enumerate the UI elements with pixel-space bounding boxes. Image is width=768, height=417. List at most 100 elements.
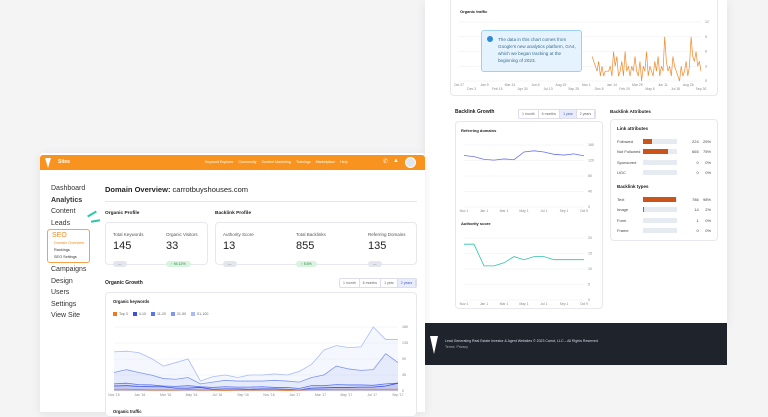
sidebar-subitem-seo-settings[interactable]: SEO Settings <box>54 255 77 259</box>
sidebar-item-seo[interactable]: SEO <box>52 232 67 239</box>
sidebar-item-content[interactable]: Content <box>51 208 76 215</box>
brand-name[interactable]: Sites <box>58 159 70 165</box>
attribute-count: 665 <box>692 149 699 155</box>
range-1-year[interactable]: 1 year <box>381 279 398 287</box>
attribute-name: Frame <box>617 228 629 234</box>
legend-item[interactable]: 11-20 <box>151 312 166 316</box>
sidebar: Dashboard Analytics Content Leads SEO Domai… <box>47 185 90 324</box>
range-6-months[interactable]: 6 months <box>360 279 382 287</box>
range-1-month[interactable]: 1 month <box>340 279 360 287</box>
y-tick-label: 135 <box>402 341 408 345</box>
stat-label: Organic Visitors <box>166 232 198 237</box>
attribute-percent: 0% <box>705 228 711 234</box>
attribute-name: Text <box>617 196 625 202</box>
legend-item[interactable]: Top 3 <box>113 312 128 316</box>
nav-link-keyword-explorer[interactable]: Keyword Explorer <box>205 160 234 164</box>
nav-link-content-marketing[interactable]: Content Marketing <box>261 160 291 164</box>
attribute-percent: 0% <box>705 159 711 165</box>
x-tick-label: Mar 24 <box>505 83 516 87</box>
x-tick-label: May 5 <box>645 87 654 91</box>
y-tick-label: 0 <box>588 205 590 209</box>
legend-label: Top 3 <box>119 312 128 316</box>
series-line-top-3 <box>114 388 398 391</box>
y-tick-label: 160 <box>588 143 594 147</box>
sidebar-item-campaigns[interactable]: Campaigns <box>51 266 87 273</box>
stat-label: Referring Domains <box>368 232 406 237</box>
range-2-years[interactable]: 2 years <box>397 279 417 287</box>
x-tick-label: Mar '17 <box>315 393 326 397</box>
attribute-name: Followed <box>617 138 634 144</box>
x-tick-label: Nov '16 <box>263 393 275 397</box>
y-tick-label: 80 <box>588 174 592 178</box>
stat-label: Total Backlinks <box>296 232 326 237</box>
attribute-bar <box>643 217 677 223</box>
x-tick-label: Jan 9 <box>480 83 488 87</box>
authority-score-chart: 0 5 10 15 20 Nov 1 Jan 1 Mar 1 May 1 Jul 1 Sep 1 Oc… <box>460 236 592 306</box>
range-6-months[interactable]: 6 months <box>539 110 561 118</box>
attribute-row: Not Followed 665 75% <box>617 147 711 158</box>
nav-link-marketplace[interactable]: Marketplace <box>315 160 336 164</box>
x-tick-label: Jan 1 <box>480 209 488 213</box>
attribute-percent: 98% <box>702 196 711 202</box>
page-title-prefix: Domain Overview: <box>105 185 171 194</box>
attribute-row: UGC 0 0% <box>617 168 711 179</box>
attribute-bar-fill <box>643 196 677 202</box>
x-tick-label: Jul 1 <box>540 302 547 306</box>
attribute-bar-fill <box>643 149 669 155</box>
attribute-name: Image <box>617 207 629 213</box>
y-tick-label: 40 <box>588 190 592 194</box>
range-1-year[interactable]: 1 year <box>560 110 577 118</box>
sidebar-item-design[interactable]: Design <box>51 277 73 285</box>
nav-link-trainings[interactable]: Trainings <box>295 160 311 164</box>
privacy-link[interactable]: Privacy <box>456 345 468 349</box>
sidebar-item-analytics[interactable]: Analytics <box>51 196 83 204</box>
organic-keywords-chart: 0 45 90 135 180 Nov '15 Jan '16 Mar '16 May '16 J… <box>108 325 408 397</box>
x-tick-label: Jul 1 <box>540 209 547 213</box>
attribute-row: Frame 0 0% <box>617 226 711 237</box>
legend-swatch <box>170 312 175 316</box>
sidebar-item-leads[interactable]: Leads <box>51 219 71 227</box>
sidebar-item-view-site[interactable]: View Site <box>51 312 81 319</box>
legend-item[interactable]: 4-10 <box>132 312 146 316</box>
range-1-month[interactable]: 1 month <box>519 110 539 118</box>
x-tick-label: Nov 1 <box>582 83 591 87</box>
sidebar-subitem-domain-overview[interactable]: Domain Overview <box>54 241 84 245</box>
legend-item[interactable]: 51-100 <box>191 312 208 316</box>
change-badge: — <box>223 261 237 267</box>
x-tick-label: Jul 13 <box>544 87 553 91</box>
nav-link-help[interactable]: Help <box>340 160 348 164</box>
sidebar-item-settings[interactable]: Settings <box>51 300 77 308</box>
x-tick-label: Mar 1 <box>500 302 509 306</box>
tooltip-text: The data in this chart comes from Google… <box>498 37 576 63</box>
avatar[interactable] <box>405 157 416 168</box>
area-21-50 <box>114 353 398 391</box>
area-4-10 <box>114 383 398 391</box>
y-tick-label: 0 <box>402 389 404 393</box>
nav-link-community[interactable]: Community <box>238 160 257 164</box>
chart-title: Referring domains <box>461 128 497 133</box>
sidebar-item-dashboard[interactable]: Dashboard <box>51 185 86 192</box>
x-tick-label: Nov '15 <box>108 393 120 397</box>
backlink-range-toggle[interactable]: 1 month 6 months 1 year 2 years <box>518 109 597 119</box>
sidebar-subitem-rankings[interactable]: Rankings <box>54 248 70 252</box>
x-tick-label: Jul '16 <box>212 393 222 397</box>
attribute-bar <box>643 207 677 213</box>
legend-swatch <box>113 312 117 316</box>
terms-link[interactable]: Terms <box>445 345 455 349</box>
x-tick-label: Jan 1 <box>480 302 488 306</box>
change-badge: — <box>113 261 127 267</box>
attribute-row: Followed 224 25% <box>617 136 711 147</box>
x-tick-label: Sep '16 <box>237 393 249 397</box>
sidebar-item-users[interactable]: Users <box>51 289 70 296</box>
footer: Lead Generating Real Estate Investor & A… <box>425 323 727 365</box>
range-2-years[interactable]: 2 years <box>577 110 596 118</box>
divider <box>105 201 417 202</box>
phone-icon[interactable]: ✆ <box>383 159 389 165</box>
backlink-growth-card: Referring domains 0 40 80 120 160 Nov 1 Jan 1 M… <box>455 121 603 309</box>
series-line-4-10 <box>113 382 399 391</box>
bell-icon[interactable]: ▲ <box>393 158 399 164</box>
organic-range-toggle[interactable]: 1 month 6 months 1 year 2 years <box>339 278 418 288</box>
y-tick-label: 20 <box>588 236 592 240</box>
legend-item[interactable]: 21-50 <box>170 312 186 316</box>
x-tick-label: Jan '17 <box>289 393 300 397</box>
